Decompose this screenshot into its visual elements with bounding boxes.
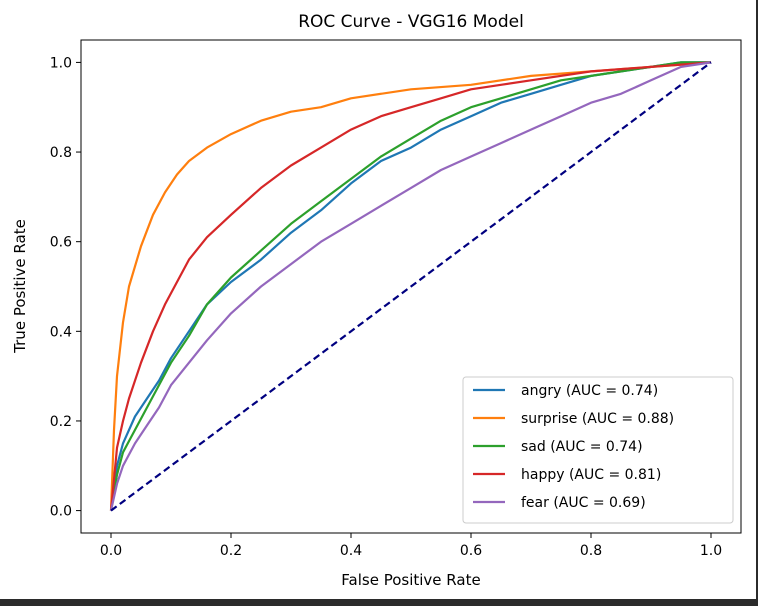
legend-label-4: fear (AUC = 0.69) — [521, 495, 646, 511]
y-tick-label: 0.4 — [50, 324, 72, 340]
diagonal-reference-line — [110, 61, 712, 512]
x-tick-label: 0.0 — [100, 543, 122, 559]
window-frame-right — [756, 0, 758, 606]
series-line-1 — [109, 61, 712, 511]
axes-layer: 0.0 0.2 0.4 0.6 0.8 1.0 0.0 0.2 0.4 0.6 0.8 1.0 — [50, 55, 722, 559]
x-axis-label: False Positive Rate — [341, 571, 480, 589]
y-tick-label: 0.6 — [50, 235, 72, 251]
y-tick-label: 1.0 — [50, 55, 72, 71]
x-tick-label: 0.6 — [460, 543, 482, 559]
legend-label-3: happy (AUC = 0.81) — [521, 467, 661, 483]
legend-label-2: sad (AUC = 0.74) — [521, 439, 643, 455]
legend: angry (AUC = 0.74) surprise (AUC = 0.88) s… — [462, 376, 734, 524]
window-frame-bottom — [0, 599, 758, 606]
y-axis-label: True Positive Rate — [11, 219, 29, 354]
y-tick-label: 0.8 — [50, 145, 72, 161]
chart-title: ROC Curve - VGG16 Model — [298, 12, 524, 32]
x-tick-label: 0.8 — [580, 543, 602, 559]
series-line-3 — [109, 61, 712, 511]
plot-area — [80, 39, 742, 534]
legend-box — [462, 376, 734, 524]
series-layer — [109, 61, 712, 512]
x-tick-label: 1.0 — [700, 543, 722, 559]
series-line-2 — [109, 61, 711, 511]
y-tick-label: 0.0 — [50, 504, 72, 520]
x-tick-label: 0.4 — [340, 543, 362, 559]
legend-label-0: angry (AUC = 0.74) — [521, 383, 658, 399]
x-tick-label: 0.2 — [220, 543, 242, 559]
y-tick-label: 0.2 — [50, 414, 72, 430]
legend-label-1: surprise (AUC = 0.88) — [521, 411, 674, 427]
series-line-4 — [109, 61, 712, 511]
